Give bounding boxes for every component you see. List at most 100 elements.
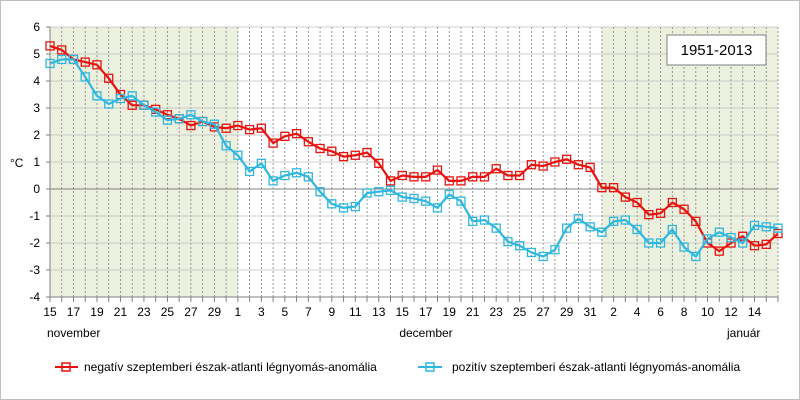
data-point-negative: [303, 137, 313, 147]
data-point-negative: [233, 120, 243, 131]
data-point-negative: [773, 228, 783, 239]
data-point-negative: [362, 147, 372, 158]
data-point-negative: [573, 160, 584, 170]
axes: [46, 26, 779, 302]
x-tick-label: 9: [328, 305, 335, 319]
x-tick-label: 8: [681, 305, 688, 319]
data-point-negative: [80, 57, 90, 67]
data-point-positive: [468, 216, 478, 227]
data-point-negative: [562, 154, 572, 164]
data-point-positive: [608, 216, 619, 227]
data-point-positive: [562, 223, 572, 233]
data-point-positive: [385, 185, 396, 196]
data-point-positive: [761, 222, 771, 232]
data-point-positive: [139, 100, 149, 110]
data-point-positive: [268, 176, 278, 186]
data-point-negative: [597, 182, 607, 193]
x-tick-label: 4: [634, 305, 641, 319]
data-point-positive: [479, 215, 490, 225]
y-axis-unit: °C: [10, 156, 24, 170]
data-point-negative: [679, 204, 689, 214]
data-point-negative: [162, 110, 173, 120]
y-tick-label: 2: [33, 128, 40, 142]
period-title-frame: [666, 34, 767, 66]
x-tick-label: 25: [513, 305, 527, 319]
data-point-negative: [644, 209, 654, 220]
x-tick-label: 19: [443, 305, 457, 319]
x-tick-labels: 15 17 19 21 23 25 27 29 1 3 5 7 9 11 13 15 17 19 21 23 25 27 2…: [43, 305, 761, 319]
data-point-negative: [468, 172, 478, 182]
data-point-negative: [714, 246, 724, 256]
data-point-positive: [702, 234, 713, 244]
data-point-negative: [280, 131, 290, 142]
legend-marker-negative: [61, 362, 71, 372]
y-tick-label: 6: [33, 20, 40, 34]
data-point-positive: [749, 220, 760, 231]
data-point-negative: [104, 73, 114, 83]
data-point-positive: [115, 93, 126, 104]
data-point-negative: [515, 170, 525, 181]
data-point-negative: [667, 197, 677, 208]
x-tick-label: 7: [305, 305, 312, 319]
data-point-positive: [538, 251, 548, 262]
data-point-negative: [57, 45, 67, 55]
data-point-positive: [68, 54, 79, 65]
data-point-negative: [374, 158, 384, 169]
x-tick-label: 25: [161, 305, 175, 319]
data-point-positive: [221, 141, 231, 151]
y-tick-label: 0: [33, 182, 40, 196]
data-point-positive: [186, 110, 196, 120]
data-point-positive: [444, 189, 454, 200]
y-tick-label: -2: [29, 236, 40, 250]
data-point-negative: [608, 182, 619, 193]
data-point-positive: [303, 172, 313, 182]
data-point-negative: [726, 238, 736, 248]
x-tick-label: 21: [114, 305, 128, 319]
data-point-positive: [432, 203, 443, 213]
data-point-positive: [667, 224, 677, 235]
y-tick-label: 4: [33, 74, 40, 88]
y-tick-label: 1: [33, 155, 40, 169]
month-label-januar: január: [726, 326, 760, 340]
data-point-positive: [362, 188, 372, 198]
series-positive: [45, 54, 783, 262]
x-tick-label: 13: [372, 305, 386, 319]
data-point-positive: [691, 251, 701, 262]
legend-label-negative: negatív szeptemberi észak-atlanti légnyo…: [84, 360, 377, 374]
data-point-negative: [432, 165, 443, 175]
data-series: [45, 41, 783, 262]
data-point-negative: [655, 208, 666, 218]
x-tick-label: 11: [349, 305, 362, 319]
data-point-positive: [421, 196, 431, 206]
data-point-positive: [491, 223, 501, 233]
data-point-positive: [456, 196, 466, 206]
x-tick-label: 3: [258, 305, 265, 319]
data-point-negative: [397, 170, 407, 181]
data-point-negative: [327, 146, 337, 156]
data-point-negative: [479, 172, 490, 182]
x-tick-label: 19: [90, 305, 104, 319]
data-point-negative: [385, 176, 396, 186]
y-tick-label: 3: [33, 101, 40, 115]
x-tick-label: 21: [466, 305, 480, 319]
data-point-negative: [585, 162, 595, 173]
x-tick-label: 29: [560, 305, 574, 319]
x-tick-label: 27: [184, 305, 198, 319]
data-point-positive: [738, 238, 748, 248]
data-point-positive: [644, 238, 654, 248]
data-point-positive: [57, 54, 67, 65]
data-point-positive: [655, 238, 666, 248]
x-tick-label: 27: [536, 305, 550, 319]
data-point-positive: [620, 215, 630, 225]
x-tick-label: 15: [43, 305, 57, 319]
y-tick-label: 5: [33, 47, 40, 61]
y-tick-label: -4: [29, 290, 40, 304]
data-point-negative: [350, 150, 360, 160]
data-point-positive: [197, 116, 208, 127]
data-point-positive: [573, 214, 584, 224]
data-point-positive: [714, 227, 724, 237]
data-point-positive: [374, 187, 384, 197]
data-point-negative: [127, 100, 137, 110]
x-tick-label: 15: [396, 305, 410, 319]
